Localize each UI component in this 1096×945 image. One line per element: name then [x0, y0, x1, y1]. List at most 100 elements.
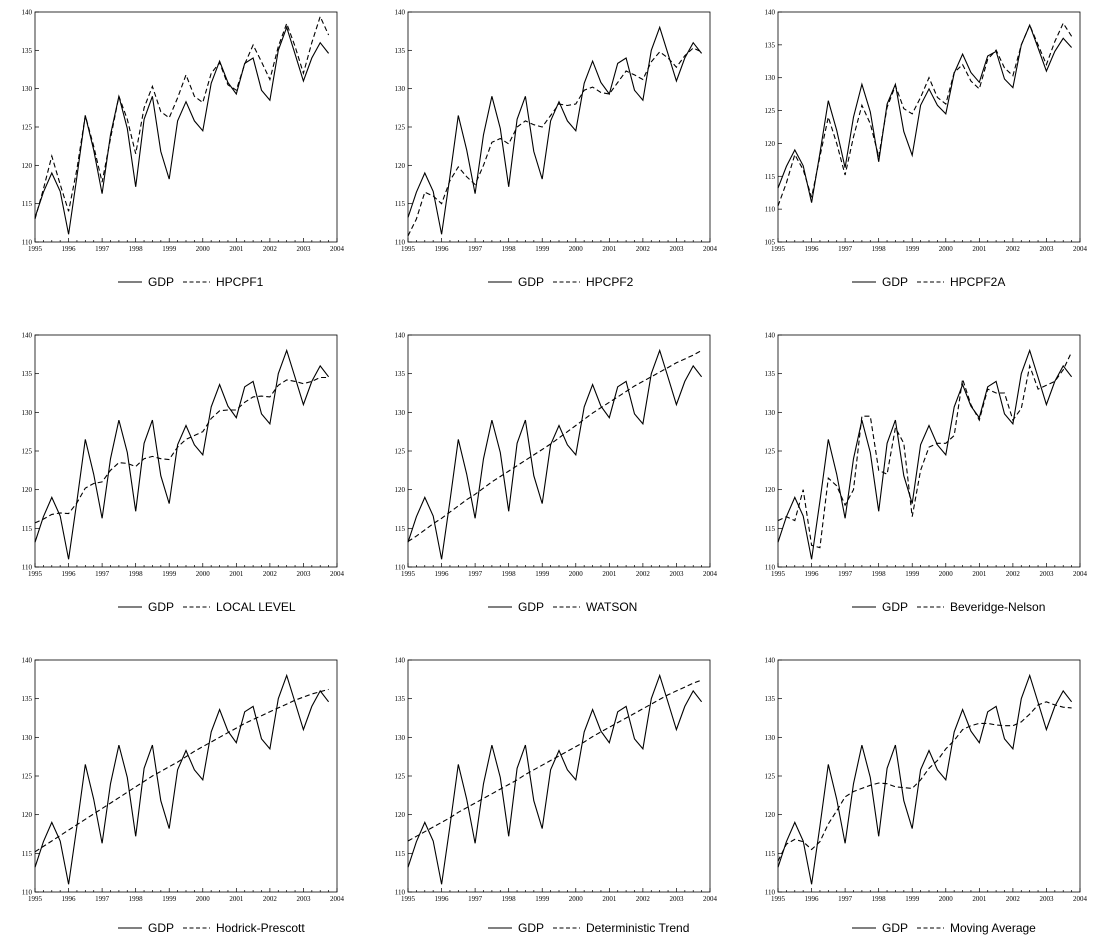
x-tick-label: 1997	[468, 895, 483, 903]
x-tick-label: 2000	[939, 245, 954, 253]
x-tick-label: 1998	[129, 570, 144, 578]
x-tick-label: 1998	[129, 895, 144, 903]
y-tick-label: 130	[395, 734, 406, 742]
series-line-watson	[407, 350, 702, 542]
y-tick-label: 140	[22, 657, 33, 665]
y-tick-label: 115	[22, 200, 33, 208]
series-line-hpcpf1	[34, 15, 330, 220]
y-tick-label: 105	[765, 239, 776, 247]
x-tick-label: 2002	[1006, 245, 1021, 253]
series-line-gdp	[407, 673, 703, 885]
series-line-deterministic-trend	[407, 679, 702, 842]
chart-panel-3: 105 110 115 120 125 130 135 140 1995 1996 1997 1998…	[765, 9, 1088, 290]
x-tick-label: 2004	[703, 245, 718, 253]
y-tick-label: 110	[22, 239, 33, 247]
x-tick-label: 2000	[939, 895, 954, 903]
y-tick-label: 115	[395, 525, 406, 533]
legend-label-gdp: GDP	[882, 600, 908, 614]
series-line-hodrick-prescott	[34, 688, 329, 853]
x-tick-label: 1998	[872, 570, 887, 578]
x-tick-label: 1999	[162, 245, 177, 253]
y-tick-label: 120	[765, 811, 776, 819]
x-tick-label: 2001	[229, 245, 244, 253]
y-tick-label: 140	[765, 9, 776, 17]
x-tick-label: 2002	[1006, 570, 1021, 578]
x-tick-label: 1999	[162, 895, 177, 903]
x-tick-label: 1997	[468, 570, 483, 578]
y-tick-label: 125	[765, 448, 776, 456]
x-tick-label: 2000	[569, 570, 584, 578]
legend-label-gdp: GDP	[882, 275, 908, 289]
y-tick-label: 140	[395, 657, 406, 665]
x-tick-label: 1997	[95, 570, 110, 578]
y-tick-label: 140	[765, 657, 776, 665]
y-tick-label: 135	[395, 695, 406, 703]
x-tick-label: 2004	[703, 570, 718, 578]
x-tick-label: 2000	[569, 245, 584, 253]
y-tick-label: 110	[765, 206, 776, 214]
y-tick-label: 140	[22, 332, 33, 340]
y-tick-label: 120	[22, 811, 33, 819]
plot-frame	[407, 659, 711, 893]
y-tick-label: 115	[765, 173, 776, 181]
y-tick-label: 110	[22, 564, 33, 572]
y-tick-label: 125	[395, 124, 406, 132]
x-tick-label: 2004	[330, 245, 345, 253]
x-tick-label: 1995	[28, 245, 43, 253]
x-tick-label: 1997	[468, 245, 483, 253]
legend-label-gdp: GDP	[518, 275, 544, 289]
x-tick-label: 2000	[939, 570, 954, 578]
legend-label-gdp: GDP	[148, 275, 174, 289]
y-tick-label: 135	[765, 370, 776, 378]
x-tick-label: 2003	[669, 570, 684, 578]
x-tick-label: 2002	[1006, 895, 1021, 903]
x-tick-label: 1996	[805, 570, 820, 578]
legend: GDP Moving Average	[852, 921, 1036, 935]
x-tick-label: 1999	[905, 570, 920, 578]
x-tick-label: 2003	[669, 895, 684, 903]
y-tick-label: 125	[765, 773, 776, 781]
y-tick-label: 110	[395, 889, 406, 897]
y-tick-label: 110	[765, 889, 776, 897]
plot-frame	[34, 11, 338, 243]
legend-label-gdp: GDP	[518, 600, 544, 614]
x-tick-label: 2004	[330, 570, 345, 578]
legend-label-series: Beveridge-Nelson	[950, 600, 1045, 614]
x-tick-label: 1999	[905, 895, 920, 903]
y-tick-label: 130	[765, 409, 776, 417]
x-tick-label: 1997	[838, 895, 853, 903]
y-tick-label: 135	[765, 695, 776, 703]
y-tick-label: 120	[395, 486, 406, 494]
series-line-gdp	[34, 25, 330, 235]
legend-label-series: LOCAL LEVEL	[216, 600, 296, 614]
x-tick-label: 2001	[602, 895, 617, 903]
y-tick-label: 140	[395, 332, 406, 340]
x-tick-label: 1996	[805, 245, 820, 253]
x-tick-label: 1995	[401, 245, 416, 253]
series-line-moving-average	[777, 701, 1072, 862]
x-tick-label: 2004	[1073, 895, 1088, 903]
y-tick-label: 140	[22, 9, 33, 17]
x-tick-label: 2001	[602, 570, 617, 578]
x-tick-label: 1998	[872, 895, 887, 903]
x-tick-label: 1997	[95, 895, 110, 903]
series-line-gdp	[407, 348, 703, 560]
x-tick-label: 1996	[62, 570, 77, 578]
series-line-gdp	[34, 348, 330, 560]
x-tick-label: 2000	[196, 245, 211, 253]
x-tick-label: 2003	[1039, 570, 1054, 578]
x-tick-label: 2001	[972, 570, 987, 578]
legend-label-series: HPCPF1	[216, 275, 264, 289]
y-tick-label: 115	[395, 850, 406, 858]
chart-panel-8: 110 115 120 125 130 135 140 1995 1996 1997 1998 199…	[395, 657, 718, 936]
x-tick-label: 1997	[95, 245, 110, 253]
y-tick-label: 120	[22, 162, 33, 170]
plot-frame	[34, 334, 338, 568]
y-tick-label: 135	[395, 47, 406, 55]
x-tick-label: 1997	[838, 245, 853, 253]
legend-label-gdp: GDP	[148, 921, 174, 935]
x-tick-label: 1997	[838, 570, 853, 578]
legend-label-series: Moving Average	[950, 921, 1036, 935]
y-tick-label: 120	[395, 162, 406, 170]
